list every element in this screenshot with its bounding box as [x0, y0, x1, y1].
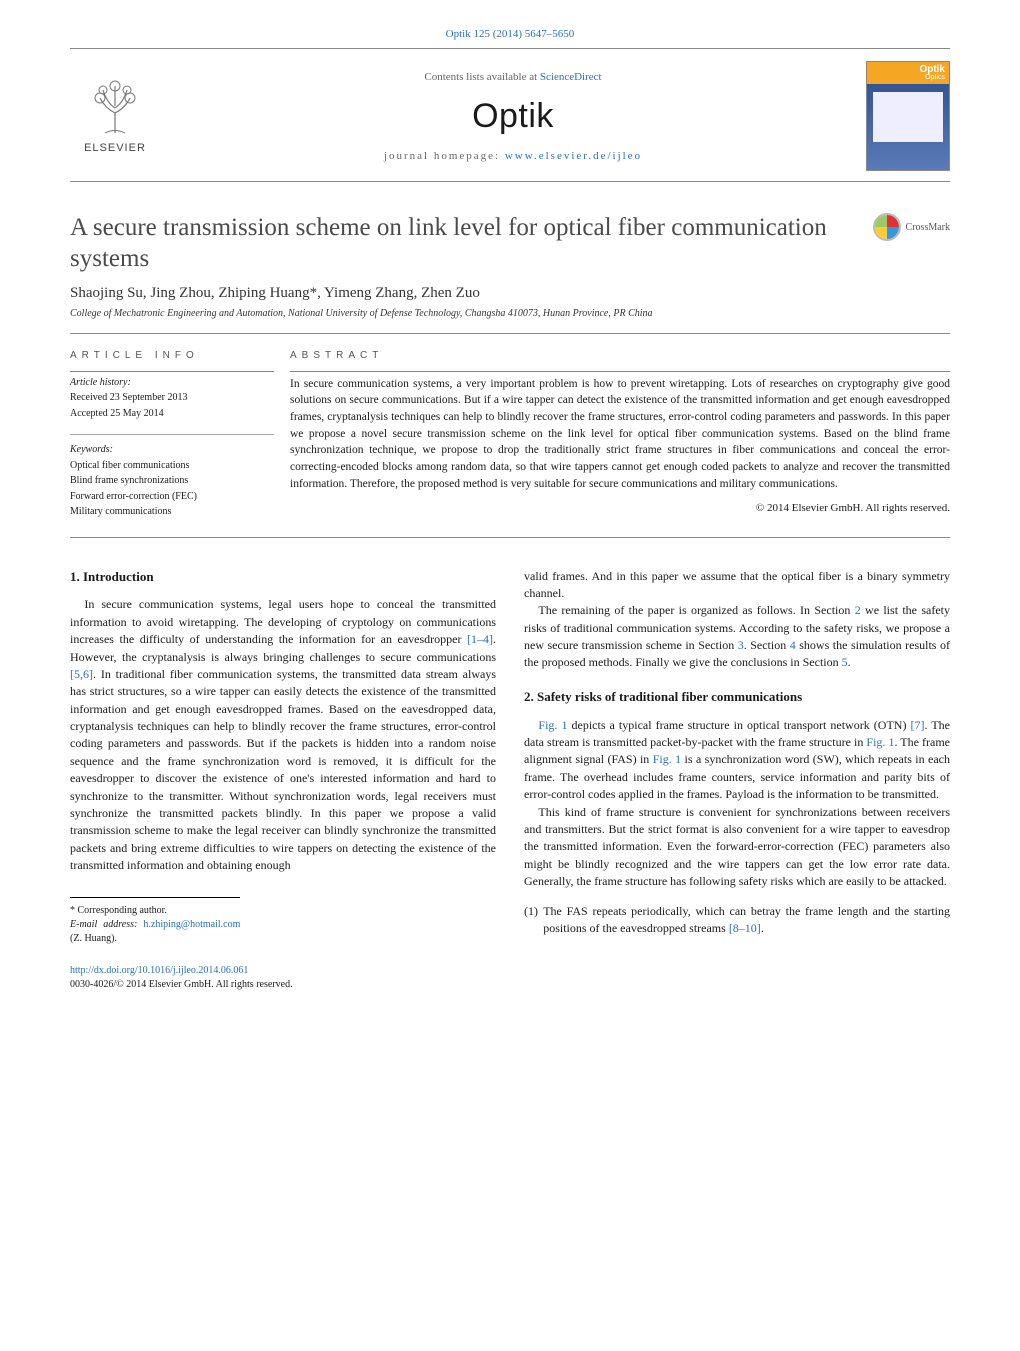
section-1-heading: 1. Introduction [70, 568, 496, 587]
citation-line: Optik 125 (2014) 5647–5650 [70, 28, 950, 40]
text: The remaining of the paper is organized … [538, 603, 854, 617]
email-label: E-mail address: [70, 919, 143, 930]
section-2-heading: 2. Safety risks of traditional fiber com… [524, 688, 950, 707]
text: In secure communication systems, legal u… [70, 597, 496, 646]
ref-link[interactable]: [7] [911, 718, 925, 732]
crossmark-badge[interactable]: CrossMark [872, 212, 950, 242]
list-marker: (1) [524, 903, 538, 920]
email-line: E-mail address: h.zhiping@hotmail.com (Z… [70, 918, 240, 946]
text: . Section [744, 638, 790, 652]
title-block: A secure transmission scheme on link lev… [70, 212, 950, 275]
issn-copyright: 0030-4026/© 2014 Elsevier GmbH. All righ… [70, 979, 293, 990]
ref-link[interactable]: [8–10] [729, 921, 761, 935]
homepage-prefix: journal homepage: [384, 150, 505, 162]
section-1-para-1-cont: valid frames. And in this paper we assum… [524, 568, 950, 603]
figure-ref[interactable]: Fig. 1 [866, 735, 894, 749]
citation-link[interactable]: Optik 125 (2014) 5647–5650 [446, 28, 575, 40]
masthead-center: Contents lists available at ScienceDirec… [160, 71, 866, 162]
footnote-block: * Corresponding author. E-mail address: … [70, 897, 240, 946]
elsevier-logo: ELSEVIER [70, 66, 160, 166]
keyword: Military communications [70, 505, 274, 519]
received-date: Received 23 September 2013 [70, 391, 274, 405]
section-2-para-2: This kind of frame structure is convenie… [524, 804, 950, 891]
rule-top [70, 48, 950, 49]
abstract-column: ABSTRACT In secure communication systems… [290, 334, 950, 537]
keyword: Blind frame synchronizations [70, 474, 274, 488]
body-two-column: 1. Introduction In secure communication … [70, 568, 950, 992]
page: Optik 125 (2014) 5647–5650 ELSEVIER Cont… [0, 0, 1020, 1032]
authors-line: Shaojing Su, Jing Zhou, Zhiping Huang*, … [70, 285, 950, 302]
email-suffix: (Z. Huang). [70, 933, 117, 944]
section-2-list-item-1: (1) The FAS repeats periodically, which … [524, 903, 950, 938]
rule-abs [290, 371, 950, 372]
email-link[interactable]: h.zhiping@hotmail.com [143, 919, 240, 930]
contents-available-line: Contents lists available at ScienceDirec… [160, 71, 866, 83]
article-info-column: ARTICLE INFO Article history: Received 2… [70, 334, 290, 537]
sciencedirect-link[interactable]: ScienceDirect [540, 71, 602, 83]
homepage-line: journal homepage: www.elsevier.de/ijleo [160, 150, 866, 162]
cover-body-placeholder [873, 92, 943, 142]
accepted-date: Accepted 25 May 2014 [70, 407, 274, 421]
text: depicts a typical frame structure in opt… [567, 718, 910, 732]
ref-link[interactable]: [5,6] [70, 667, 93, 681]
article-title: A secure transmission scheme on link lev… [70, 212, 872, 275]
text: . [848, 655, 851, 669]
abstract-text: In secure communication systems, a very … [290, 376, 950, 493]
homepage-link[interactable]: www.elsevier.de/ijleo [505, 150, 642, 162]
rule-info [70, 371, 274, 372]
text: . In traditional fiber communication sys… [70, 667, 496, 872]
figure-ref[interactable]: Fig. 1 [538, 718, 567, 732]
corresponding-author: * Corresponding author. [70, 904, 240, 918]
crossmark-label: CrossMark [906, 222, 950, 233]
section-1-para-2: The remaining of the paper is organized … [524, 602, 950, 672]
crossmark-icon [872, 212, 902, 242]
keyword: Optical fiber communications [70, 459, 274, 473]
abstract-heading: ABSTRACT [290, 350, 950, 361]
elsevier-wordmark: ELSEVIER [84, 142, 146, 154]
abstract-copyright: © 2014 Elsevier GmbH. All rights reserve… [290, 502, 950, 514]
journal-cover-thumb: Optik Optics [866, 61, 950, 171]
keyword: Forward error-correction (FEC) [70, 490, 274, 504]
article-info-heading: ARTICLE INFO [70, 350, 274, 361]
contents-prefix: Contents lists available at [424, 71, 539, 83]
cover-subtitle: Optics [925, 74, 945, 81]
figure-ref[interactable]: Fig. 1 [653, 752, 681, 766]
affiliation: College of Mechatronic Engineering and A… [70, 308, 950, 319]
text: . [761, 921, 764, 935]
meta-abstract-row: ARTICLE INFO Article history: Received 2… [70, 333, 950, 538]
ref-link[interactable]: [1–4] [467, 632, 493, 646]
history-head: Article history: [70, 376, 274, 390]
doi-block: http://dx.doi.org/10.1016/j.ijleo.2014.0… [70, 964, 496, 992]
journal-name: Optik [160, 97, 866, 136]
keywords-head: Keywords: [70, 434, 274, 457]
section-2-para-1: Fig. 1 depicts a typical frame structure… [524, 717, 950, 804]
rule-masthead-bottom [70, 181, 950, 182]
elsevier-tree-icon [85, 78, 145, 138]
masthead: ELSEVIER Contents lists available at Sci… [70, 53, 950, 177]
section-1-para-1: In secure communication systems, legal u… [70, 596, 496, 874]
doi-link[interactable]: http://dx.doi.org/10.1016/j.ijleo.2014.0… [70, 965, 248, 976]
